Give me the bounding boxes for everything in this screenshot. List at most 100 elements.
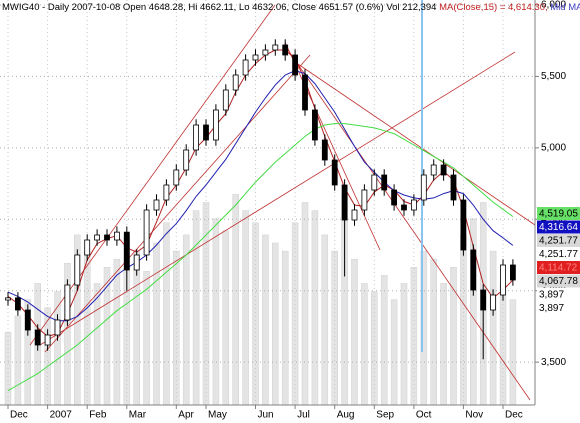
candle-body bbox=[420, 174, 427, 201]
volume-bar bbox=[163, 222, 170, 406]
volume-bar bbox=[301, 202, 309, 406]
trend-line bbox=[44, 54, 311, 353]
value-box bbox=[537, 234, 580, 247]
candle-body bbox=[440, 164, 447, 176]
candle-body bbox=[242, 59, 249, 76]
candle-body bbox=[381, 174, 388, 191]
candle-body bbox=[252, 54, 259, 61]
x-tick-label: Oct bbox=[416, 410, 432, 421]
value-box bbox=[537, 301, 580, 315]
value-box bbox=[537, 207, 580, 220]
y-tick-label: 5,000 bbox=[541, 142, 566, 153]
candle-body bbox=[292, 54, 299, 76]
candle-body bbox=[361, 189, 368, 211]
x-tick-label: Feb bbox=[89, 410, 107, 421]
candle-body bbox=[401, 204, 407, 211]
x-tick-label: Aug bbox=[337, 410, 355, 421]
candle-body bbox=[14, 297, 21, 311]
candle-layer bbox=[5, 39, 516, 360]
volume-bar bbox=[153, 242, 160, 406]
volume-bar bbox=[400, 283, 408, 406]
ma-line bbox=[7, 70, 514, 322]
candle-body bbox=[133, 254, 140, 271]
value-box-label: 3,897 bbox=[539, 303, 564, 314]
ma-line bbox=[7, 49, 514, 337]
candle-body bbox=[460, 199, 467, 251]
value-box bbox=[537, 261, 580, 274]
candle-body bbox=[222, 89, 229, 111]
volume-bar bbox=[242, 210, 249, 406]
candle-body bbox=[282, 44, 289, 56]
candle-body bbox=[193, 124, 200, 151]
trend-line bbox=[39, 51, 516, 346]
candle-body bbox=[114, 231, 120, 241]
candle-body bbox=[470, 249, 477, 291]
volume-bar bbox=[390, 299, 398, 406]
volume-bar bbox=[311, 210, 319, 406]
value-box bbox=[537, 247, 580, 261]
x-tick-label: Apr bbox=[178, 410, 194, 421]
value-boxes: 4,519.05 4,316.64 4,251.77 4,251.77 4,114.72… bbox=[537, 207, 580, 315]
volume-bar bbox=[291, 222, 299, 406]
candle-body bbox=[203, 124, 209, 141]
volume-bar bbox=[509, 299, 517, 406]
volume-bar bbox=[430, 258, 437, 406]
volume-bar bbox=[380, 275, 388, 406]
volume-bar bbox=[54, 291, 61, 406]
x-tick-label: Jul bbox=[297, 410, 310, 421]
candle-body bbox=[410, 199, 417, 211]
candle-body bbox=[351, 209, 358, 221]
volume-bar bbox=[192, 210, 200, 406]
candle-body bbox=[321, 139, 328, 161]
candle-body bbox=[74, 254, 81, 286]
candle-body bbox=[371, 174, 378, 191]
candle-body bbox=[163, 184, 170, 201]
candle-body bbox=[44, 334, 51, 346]
volume-bar bbox=[262, 234, 269, 406]
candle-body bbox=[262, 49, 269, 56]
x-tick-label: Jun bbox=[258, 410, 274, 421]
candle-body bbox=[5, 297, 11, 301]
volume-bar bbox=[113, 258, 121, 406]
value-box-label: 4,251.77 bbox=[539, 249, 578, 260]
candle-body bbox=[123, 231, 130, 271]
volume-bar bbox=[252, 222, 259, 406]
candle-body bbox=[509, 264, 516, 281]
volume-bar bbox=[440, 283, 447, 406]
candle-body bbox=[391, 189, 398, 206]
ma-line bbox=[7, 123, 514, 392]
candle-body bbox=[153, 199, 160, 211]
volume-bar bbox=[351, 258, 358, 406]
ma-label: MA(Close,15) = 4,614.30, bbox=[439, 2, 548, 13]
candle-body bbox=[302, 74, 308, 111]
trend-line bbox=[294, 61, 536, 226]
candle-body bbox=[24, 309, 31, 331]
volume-bar bbox=[281, 250, 289, 406]
candle-body bbox=[272, 44, 279, 51]
volume-bar bbox=[212, 218, 220, 406]
x-tick-label: Mar bbox=[129, 410, 147, 421]
y-tick-label: 3,500 bbox=[541, 357, 566, 368]
value-box bbox=[537, 288, 580, 301]
trend-line bbox=[29, 4, 276, 346]
x-tick-label: Nov bbox=[465, 410, 483, 421]
candle-body bbox=[480, 289, 487, 311]
mid-label: Mid MA(C bbox=[550, 2, 580, 13]
x-tick-label: Dec bbox=[10, 410, 28, 421]
value-box-label: 4,067.78 bbox=[539, 276, 578, 287]
volume-bar bbox=[450, 267, 457, 406]
candle-body bbox=[173, 169, 180, 186]
candle-body bbox=[64, 284, 71, 321]
volume-bar bbox=[103, 267, 111, 406]
volume-bar bbox=[222, 230, 230, 406]
y-tick-label: 6,000 bbox=[541, 0, 566, 11]
value-box bbox=[537, 274, 580, 288]
y-tick-label: 5,500 bbox=[541, 71, 566, 82]
volume-bar bbox=[321, 234, 329, 406]
candle-body bbox=[490, 294, 497, 311]
x-tick-label: 2007 bbox=[50, 410, 73, 421]
x-tick-label: May bbox=[208, 410, 227, 421]
candle-body bbox=[311, 109, 318, 141]
value-box-label: 4,316.64 bbox=[539, 222, 578, 233]
